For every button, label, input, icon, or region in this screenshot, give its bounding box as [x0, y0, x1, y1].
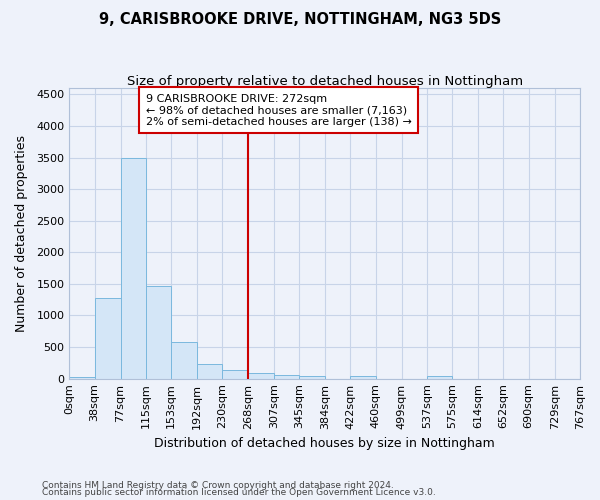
Bar	[95, 298, 121, 378]
Text: 9, CARISBROOKE DRIVE, NOTTINGHAM, NG3 5DS: 9, CARISBROOKE DRIVE, NOTTINGHAM, NG3 5D…	[99, 12, 501, 28]
Bar	[427, 376, 452, 378]
Text: 9 CARISBROOKE DRIVE: 272sqm
← 98% of detached houses are smaller (7,163)
2% of s: 9 CARISBROOKE DRIVE: 272sqm ← 98% of det…	[146, 94, 412, 126]
X-axis label: Distribution of detached houses by size in Nottingham: Distribution of detached houses by size …	[154, 437, 495, 450]
Text: Contains public sector information licensed under the Open Government Licence v3: Contains public sector information licen…	[42, 488, 436, 497]
Bar	[350, 376, 376, 378]
Bar	[171, 342, 197, 378]
Title: Size of property relative to detached houses in Nottingham: Size of property relative to detached ho…	[127, 75, 523, 88]
Text: Contains HM Land Registry data © Crown copyright and database right 2024.: Contains HM Land Registry data © Crown c…	[42, 480, 394, 490]
Bar	[70, 377, 95, 378]
Y-axis label: Number of detached properties: Number of detached properties	[15, 135, 28, 332]
Bar	[121, 158, 146, 378]
Bar	[248, 373, 274, 378]
Bar	[274, 374, 299, 378]
Bar	[223, 370, 248, 378]
Bar	[146, 286, 171, 378]
Bar	[197, 364, 223, 378]
Bar	[299, 376, 325, 378]
